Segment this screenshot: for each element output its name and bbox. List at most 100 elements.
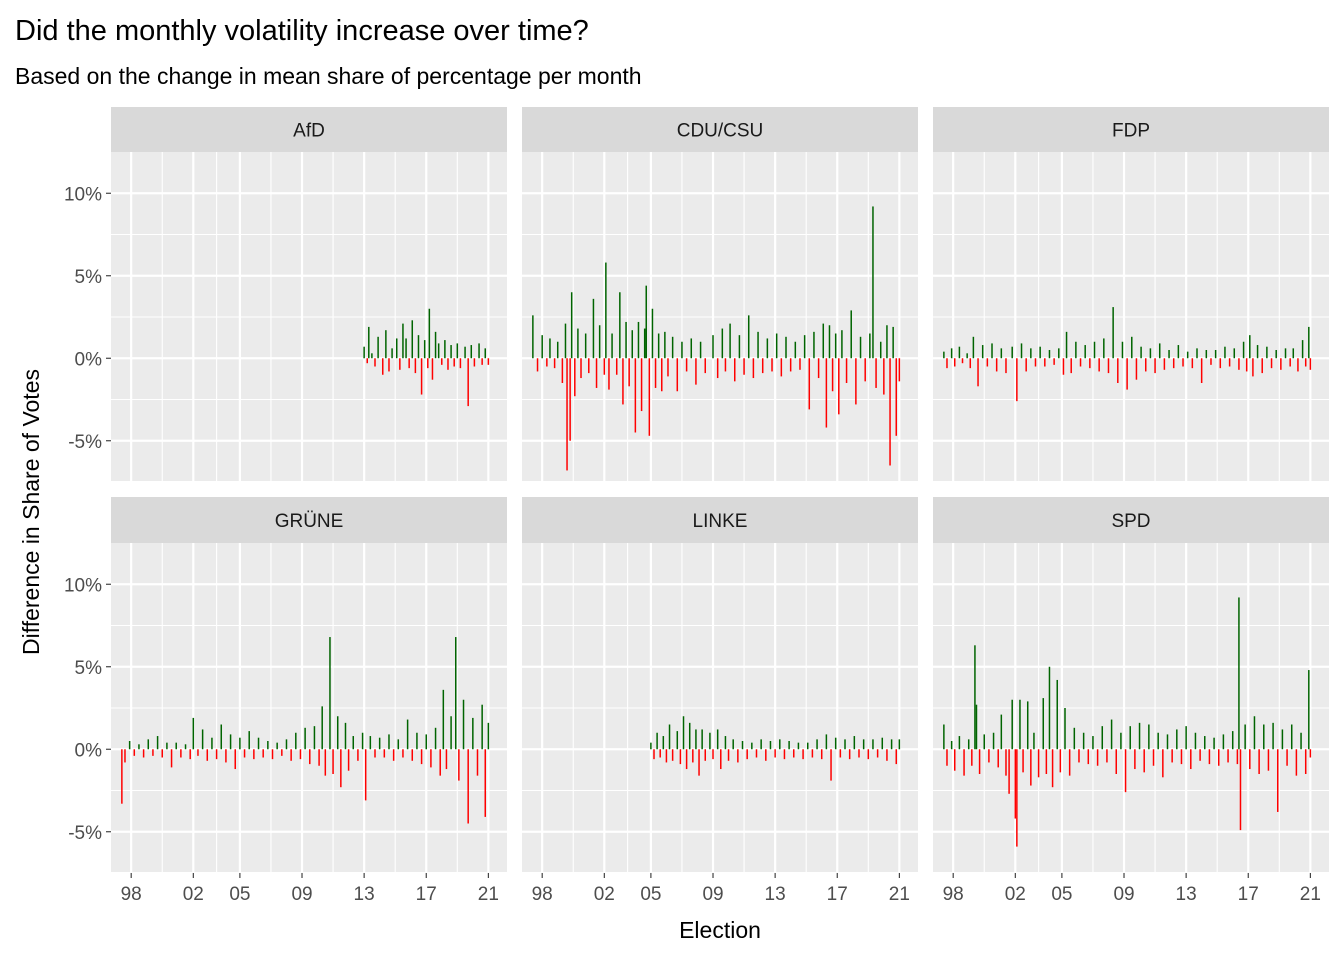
facet-panel: GRÜNE 10% 5% 0% -5% 98 02 05 09 13 17 21 bbox=[64, 497, 507, 905]
bar bbox=[1304, 358, 1307, 367]
bar bbox=[1267, 749, 1270, 771]
bar bbox=[329, 637, 331, 750]
bar bbox=[1138, 722, 1141, 750]
bar bbox=[1106, 749, 1108, 763]
bar bbox=[648, 358, 651, 436]
facet-strip-label: AfD bbox=[293, 121, 325, 142]
bar bbox=[1157, 732, 1159, 750]
bar bbox=[712, 335, 714, 359]
bar bbox=[1014, 749, 1017, 819]
bar bbox=[946, 358, 948, 369]
bar bbox=[271, 749, 274, 760]
bar bbox=[634, 358, 637, 433]
bar bbox=[332, 749, 334, 774]
bar bbox=[659, 749, 661, 758]
bar bbox=[1134, 749, 1136, 770]
x-tick-label: 17 bbox=[827, 884, 848, 905]
bar bbox=[811, 749, 814, 758]
bar bbox=[732, 739, 734, 750]
bar bbox=[364, 749, 367, 801]
bar bbox=[1295, 749, 1298, 776]
bar bbox=[324, 749, 327, 776]
bar bbox=[229, 734, 232, 750]
bar bbox=[892, 326, 894, 359]
bar bbox=[1149, 348, 1152, 359]
bar bbox=[561, 358, 564, 383]
bar bbox=[1030, 749, 1032, 786]
bar bbox=[752, 358, 755, 379]
facet-panel: LINKE 98 02 05 09 13 17 21 bbox=[522, 497, 918, 905]
bar bbox=[688, 722, 691, 750]
bar bbox=[1126, 358, 1128, 390]
bar bbox=[716, 729, 719, 750]
bar bbox=[721, 328, 724, 359]
bar bbox=[1284, 348, 1287, 359]
bar bbox=[825, 734, 828, 750]
bar bbox=[1131, 336, 1133, 359]
bar bbox=[1308, 326, 1310, 359]
bar bbox=[368, 326, 370, 359]
bar bbox=[1026, 701, 1029, 750]
bar bbox=[1135, 358, 1138, 380]
bar bbox=[1270, 358, 1273, 369]
bar bbox=[813, 331, 815, 359]
bar bbox=[969, 358, 972, 369]
bar bbox=[239, 737, 241, 750]
bar bbox=[569, 358, 571, 441]
bar bbox=[281, 749, 283, 756]
bar bbox=[766, 338, 769, 359]
bar bbox=[816, 739, 818, 750]
bar bbox=[771, 358, 773, 372]
bar bbox=[855, 358, 857, 405]
bar bbox=[1199, 749, 1201, 761]
bar bbox=[425, 734, 427, 750]
bar bbox=[374, 749, 376, 758]
bar bbox=[588, 358, 590, 374]
bar bbox=[656, 732, 658, 750]
bar bbox=[645, 285, 647, 359]
bar bbox=[399, 358, 401, 370]
bar bbox=[434, 727, 437, 750]
bar bbox=[197, 749, 199, 756]
bar bbox=[751, 742, 753, 750]
bar bbox=[667, 358, 669, 377]
bar bbox=[434, 331, 437, 359]
bar bbox=[1120, 732, 1122, 750]
bar bbox=[995, 358, 998, 372]
bar bbox=[391, 348, 393, 359]
x-tick-label: 21 bbox=[1300, 884, 1321, 905]
bar bbox=[1022, 749, 1024, 773]
x-tick-label: 02 bbox=[183, 884, 204, 905]
bar bbox=[662, 736, 665, 750]
bar bbox=[724, 736, 727, 750]
bar bbox=[886, 749, 888, 761]
bar bbox=[1053, 358, 1055, 365]
bar bbox=[201, 729, 204, 750]
bar bbox=[671, 336, 674, 359]
bar bbox=[1016, 749, 1018, 847]
bar bbox=[619, 292, 621, 359]
bar bbox=[406, 719, 409, 750]
x-tick-label: 05 bbox=[229, 884, 250, 905]
bar bbox=[1030, 348, 1032, 359]
bar bbox=[234, 749, 236, 770]
bar bbox=[397, 739, 400, 750]
bar bbox=[1180, 749, 1183, 765]
bar bbox=[872, 206, 874, 359]
bar bbox=[408, 358, 410, 369]
bar bbox=[1098, 358, 1100, 372]
bar bbox=[603, 358, 606, 375]
bar bbox=[1093, 341, 1096, 359]
y-tick-label: 5% bbox=[75, 267, 103, 288]
bar bbox=[845, 358, 848, 383]
bar bbox=[788, 741, 790, 750]
bar bbox=[1297, 358, 1299, 372]
facet-panel: SPD 98 02 05 09 13 17 21 bbox=[933, 497, 1329, 905]
bar bbox=[1210, 358, 1212, 365]
bar bbox=[420, 358, 423, 395]
bar bbox=[1101, 726, 1104, 750]
bar bbox=[830, 749, 832, 781]
bar bbox=[1039, 346, 1041, 359]
bar bbox=[1166, 734, 1169, 750]
